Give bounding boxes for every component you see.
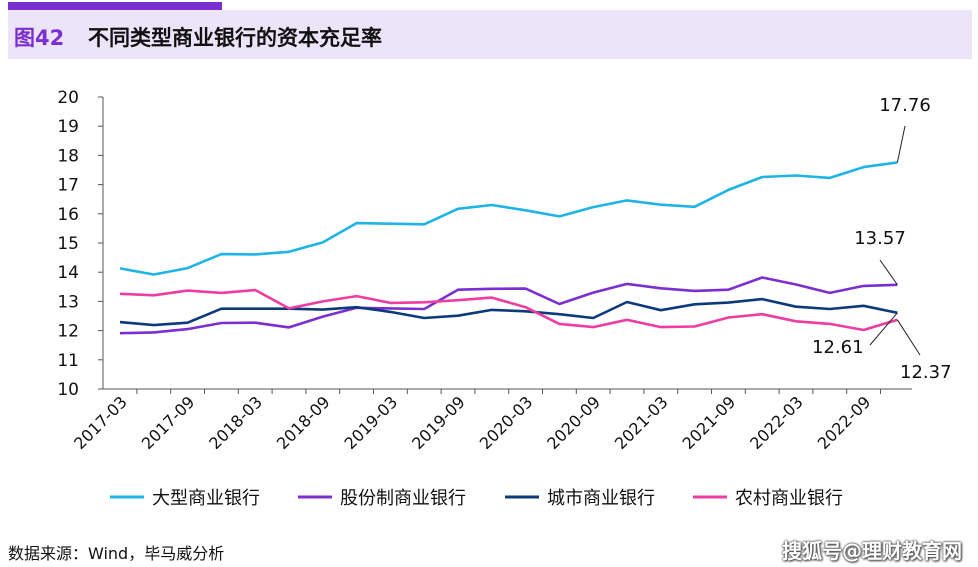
series-line-4	[119, 288, 898, 332]
x-tick-label: 2020-03	[476, 392, 537, 453]
x-tick-label: 2017-03	[70, 392, 131, 453]
y-tick-label: 16	[57, 205, 79, 225]
legend-label: 大型商业银行	[152, 488, 260, 509]
annotation-label: 12.61	[812, 337, 864, 358]
legend: 大型商业银行 股份制商业银行 城市商业银行 农村商业银行	[110, 488, 843, 509]
legend-label: 股份制商业银行	[340, 488, 466, 509]
chart-title: 不同类型商业银行的资本充足率	[88, 26, 382, 50]
title-band	[8, 10, 972, 59]
source-note: 数据来源：Wind，毕马威分析	[8, 544, 225, 563]
x-tick-label: 2022-09	[814, 392, 875, 453]
y-tick-label: 15	[57, 234, 79, 254]
x-tick-label: 2021-09	[679, 392, 740, 453]
annotation-label: 12.37	[900, 362, 952, 383]
x-tick-label: 2017-09	[138, 392, 199, 453]
y-tick-label: 13	[57, 292, 79, 312]
y-tick-label: 20	[57, 88, 79, 108]
y-tick-label: 10	[57, 380, 79, 400]
x-tick-label: 2018-03	[205, 392, 266, 453]
legend-label: 农村商业银行	[735, 488, 843, 509]
y-tick-label: 12	[57, 322, 79, 342]
series-line-1	[119, 161, 898, 276]
annotation-label: 17.76	[879, 95, 931, 116]
x-tick-label: 2022-03	[746, 392, 807, 453]
annotation-leader	[879, 259, 898, 286]
y-tick-label: 19	[57, 117, 79, 137]
annotation-leader	[896, 125, 906, 163]
x-tick-label: 2019-09	[408, 392, 469, 453]
watermark: 搜狐号@理财教育网	[782, 539, 962, 563]
annotation-label: 13.57	[854, 228, 906, 249]
x-tick-label: 2020-09	[543, 392, 604, 453]
legend-label: 城市商业银行	[547, 488, 655, 509]
y-tick-label: 14	[57, 263, 79, 283]
y-tick-label: 17	[57, 176, 79, 196]
series-line-2	[119, 276, 898, 335]
y-tick-label: 11	[57, 351, 79, 371]
series-lines	[119, 161, 898, 335]
x-tick-label: 2018-09	[273, 392, 334, 453]
series-line-3	[119, 297, 898, 327]
end-value-annotations: 17.76 13.57 12.61 12.37	[812, 95, 952, 383]
header-accent-bar	[8, 2, 222, 10]
annotation-leader	[896, 319, 921, 356]
x-tick-label: 2019-03	[341, 392, 402, 453]
x-tick-label: 2021-03	[611, 392, 672, 453]
y-tick-label: 18	[57, 146, 79, 166]
annotation-leader	[869, 312, 898, 346]
figure-number: 图42	[14, 26, 65, 50]
